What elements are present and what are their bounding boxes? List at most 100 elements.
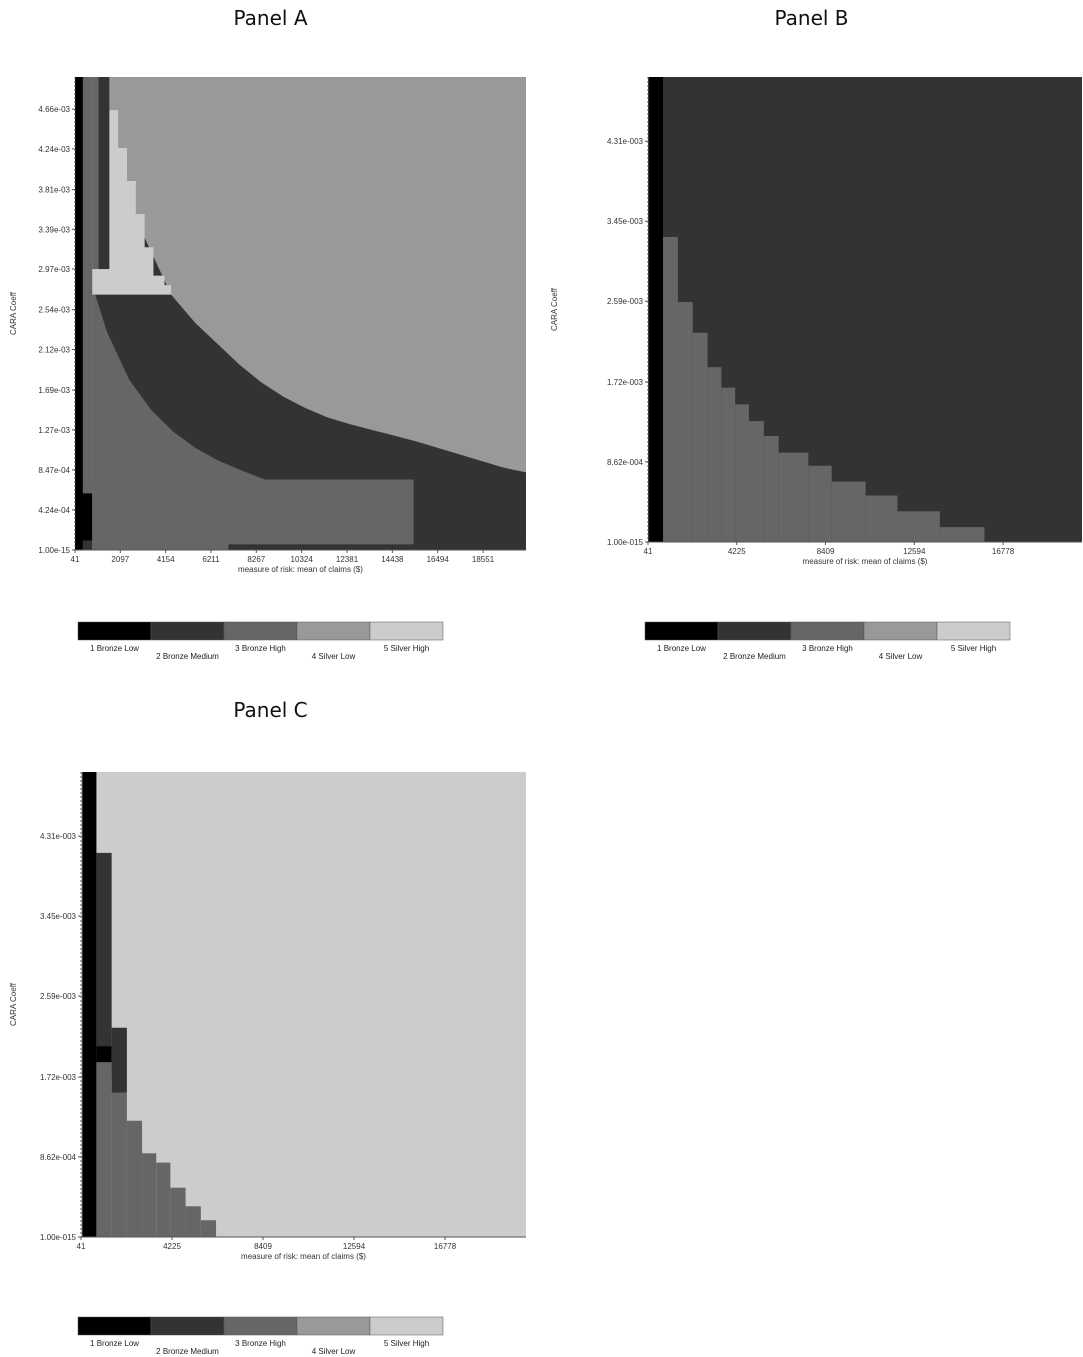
legend-swatch xyxy=(77,621,152,641)
legend-label: 1 Bronze Low xyxy=(90,1339,139,1348)
heatmap-region xyxy=(75,493,93,541)
y-axis-label: CARA Coeff xyxy=(9,291,18,335)
panel-c: Panel C 1.00e-015 8.62e-004 1.72e-003 2.59e… xyxy=(0,690,541,1357)
legend-label: 3 Bronze High xyxy=(235,644,286,653)
heatmap-region xyxy=(96,852,112,1078)
heatmap-step xyxy=(721,387,736,542)
x-tick-label: 4154 xyxy=(157,555,175,564)
heatmap-chart-b: 1.00e-015 8.62e-004 1.72e-003 2.59e-003 3.45… xyxy=(550,77,1082,661)
heatmap-step xyxy=(897,511,940,542)
legend-swatch xyxy=(296,621,371,641)
y-tick-label: 3.39e-03 xyxy=(38,225,70,234)
x-axis-label: measure of risk: mean of claims ($) xyxy=(803,557,928,566)
panel-b: Panel B 1.00e-015 8.62e-004 1.72e-003 2.59e… xyxy=(541,0,1082,680)
plot-area xyxy=(75,77,526,550)
x-tick-label: 18551 xyxy=(472,555,495,564)
heatmap-region xyxy=(111,1027,127,1093)
heatmap-step xyxy=(939,527,985,542)
heatmap-step xyxy=(96,1062,112,1237)
legend-swatch xyxy=(790,621,865,641)
heatmap-chart-c: 1.00e-015 8.62e-004 1.72e-003 2.59e-003 3.45… xyxy=(9,772,526,1356)
heatmap-band-silver-high xyxy=(92,77,172,295)
chart-title: Panel C xyxy=(233,698,308,722)
chart-title: Panel B xyxy=(774,6,849,30)
heatmap-step xyxy=(663,236,678,542)
legend-label: 2 Bronze Medium xyxy=(723,652,786,661)
legend-swatch xyxy=(223,1316,298,1336)
heatmap-step xyxy=(778,452,809,542)
x-tick-label: 2097 xyxy=(111,555,129,564)
legend-label: 5 Silver High xyxy=(384,644,429,653)
legend-label: 4 Silver Low xyxy=(312,652,356,661)
y-tick-label: 2.54e-03 xyxy=(38,306,70,315)
legend-swatch xyxy=(936,621,1011,641)
legend-swatch xyxy=(369,621,444,641)
y-tick-label: 2.59e-003 xyxy=(607,297,644,306)
legend-swatch xyxy=(644,621,719,641)
legend-swatch xyxy=(77,1316,152,1336)
heatmap-step xyxy=(707,367,722,542)
plot-area xyxy=(648,77,1082,542)
heatmap-step xyxy=(126,1120,143,1237)
y-tick-label: 4.24e-04 xyxy=(38,506,70,515)
heatmap-step xyxy=(200,1220,217,1237)
legend-label: 2 Bronze Medium xyxy=(156,1347,219,1356)
heatmap-region xyxy=(75,77,83,550)
heatmap-band-bronze-medium xyxy=(92,77,526,550)
y-tick-label: 1.00e-015 xyxy=(40,1233,77,1242)
legend-swatch xyxy=(150,1316,225,1336)
x-tick-label: 4225 xyxy=(163,1242,181,1251)
y-tick-label: 1.72e-003 xyxy=(40,1073,77,1082)
legend-label: 4 Silver Low xyxy=(312,1347,356,1356)
x-tick-label: 41 xyxy=(77,1242,86,1251)
y-tick-label: 4.31e-003 xyxy=(607,137,644,146)
heatmap-region xyxy=(82,540,93,550)
heatmap-step xyxy=(831,481,866,542)
plot-area xyxy=(81,772,526,1237)
y-tick-label: 2.59e-003 xyxy=(40,992,77,1001)
x-tick-label: 8409 xyxy=(817,547,835,556)
heatmap-region xyxy=(413,540,526,550)
heatmap-step xyxy=(677,302,693,542)
panel-a: Panel A 1.00e-15 4.24e-04 8.47e-04 1.27e-03… xyxy=(0,0,541,680)
y-tick-label: 2.12e-03 xyxy=(38,345,70,354)
heatmap-chart-a: 1.00e-15 4.24e-04 8.47e-04 1.27e-03 1.69e-03… xyxy=(9,77,526,661)
y-tick-label: 1.00e-15 xyxy=(38,546,70,555)
y-tick-label: 3.45e-003 xyxy=(40,912,77,921)
x-tick-label: 12594 xyxy=(903,547,926,556)
legend-label: 1 Bronze Low xyxy=(657,644,706,653)
y-tick-label: 4.24e-03 xyxy=(38,145,70,154)
y-tick-label: 1.69e-03 xyxy=(38,386,70,395)
legend-label: 2 Bronze Medium xyxy=(156,652,219,661)
y-tick-label: 8.47e-04 xyxy=(38,466,70,475)
x-tick-label: 41 xyxy=(71,555,80,564)
y-tick-label: 4.66e-03 xyxy=(38,105,70,114)
y-axis-label: CARA Coeff xyxy=(9,982,18,1026)
legend-label: 4 Silver Low xyxy=(879,652,923,661)
legend-swatch xyxy=(369,1316,444,1336)
heatmap-step xyxy=(185,1206,201,1237)
y-tick-label: 1.72e-003 xyxy=(607,378,644,387)
legend-swatch xyxy=(223,621,298,641)
legend-swatch xyxy=(717,621,792,641)
y-tick-label: 8.62e-004 xyxy=(40,1153,77,1162)
legend-swatch xyxy=(150,621,225,641)
heatmap-region xyxy=(82,77,93,494)
x-tick-label: 14438 xyxy=(381,555,404,564)
y-tick-label: 2.97e-03 xyxy=(38,265,70,274)
x-tick-label: 8409 xyxy=(254,1242,272,1251)
legend-swatch xyxy=(296,1316,371,1336)
x-tick-label: 4225 xyxy=(728,547,746,556)
x-tick-label: 12594 xyxy=(343,1242,366,1251)
x-tick-label: 16778 xyxy=(434,1242,457,1251)
y-tick-label: 1.27e-03 xyxy=(38,426,70,435)
heatmap-region xyxy=(92,479,414,550)
x-axis-label: measure of risk: mean of claims ($) xyxy=(241,1252,366,1261)
x-axis-label: measure of risk: mean of claims ($) xyxy=(238,565,363,574)
heatmap-cell xyxy=(98,77,110,270)
heatmap-step xyxy=(156,1162,171,1237)
x-tick-label: 8267 xyxy=(247,555,265,564)
x-tick-label: 16494 xyxy=(427,555,450,564)
y-tick-label: 3.81e-03 xyxy=(38,186,70,195)
y-tick-label: 1.00e-015 xyxy=(607,538,644,547)
